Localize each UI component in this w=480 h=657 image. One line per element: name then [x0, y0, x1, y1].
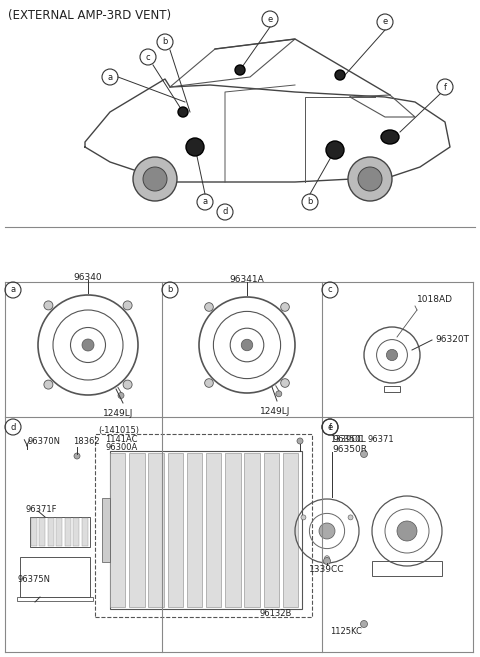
Text: 96370N: 96370N [27, 436, 60, 445]
Text: (-141015): (-141015) [98, 426, 139, 434]
Circle shape [44, 301, 53, 310]
Circle shape [82, 339, 94, 351]
Circle shape [143, 167, 167, 191]
Text: 96340: 96340 [74, 273, 102, 281]
Text: c: c [146, 53, 150, 62]
Circle shape [204, 303, 213, 311]
Circle shape [118, 392, 124, 399]
Text: 96132B: 96132B [260, 610, 292, 618]
Text: 96371F: 96371F [25, 505, 57, 514]
Circle shape [297, 438, 303, 444]
Bar [20, 557, 90, 597]
Bar [225, 453, 240, 607]
Text: d: d [222, 208, 228, 217]
Text: a: a [203, 198, 207, 206]
Text: 96350R: 96350R [332, 445, 367, 453]
Circle shape [133, 157, 177, 201]
Circle shape [360, 620, 368, 627]
Text: e: e [267, 14, 273, 24]
Text: 1141AC: 1141AC [105, 434, 137, 443]
Text: 96371: 96371 [367, 434, 394, 443]
Text: b: b [168, 286, 173, 294]
Text: 1339CC: 1339CC [309, 564, 345, 574]
Text: b: b [162, 37, 168, 47]
Bar [73, 518, 79, 546]
Circle shape [178, 107, 188, 117]
Circle shape [397, 521, 417, 541]
Text: 96375N: 96375N [18, 574, 51, 583]
Circle shape [348, 157, 392, 201]
Bar [39, 518, 45, 546]
Text: 18362: 18362 [73, 436, 100, 445]
Text: (EXTERNAL AMP-3RD VENT): (EXTERNAL AMP-3RD VENT) [8, 9, 171, 22]
Bar [48, 518, 54, 546]
Circle shape [123, 301, 132, 310]
Circle shape [186, 138, 204, 156]
Circle shape [301, 515, 306, 520]
Circle shape [360, 451, 368, 457]
Text: 1249LJ: 1249LJ [260, 407, 290, 415]
Circle shape [204, 378, 213, 388]
Ellipse shape [381, 130, 399, 144]
Text: f: f [444, 83, 446, 91]
Bar [372, 561, 442, 576]
Bar [31, 518, 36, 546]
Text: 96300A: 96300A [105, 443, 137, 453]
Circle shape [348, 515, 353, 520]
Text: d: d [10, 422, 16, 432]
Bar [206, 453, 221, 607]
Circle shape [324, 558, 331, 564]
Text: 96320T: 96320T [435, 336, 469, 344]
Circle shape [335, 70, 345, 80]
Text: 1249LJ: 1249LJ [103, 409, 133, 417]
Circle shape [319, 523, 335, 539]
Text: c: c [328, 286, 332, 294]
Text: 96341A: 96341A [229, 275, 264, 284]
Bar [264, 453, 279, 607]
Bar [110, 451, 302, 609]
Bar [102, 499, 110, 562]
Circle shape [326, 141, 344, 159]
Text: e: e [383, 18, 388, 26]
Circle shape [386, 350, 397, 361]
Circle shape [241, 339, 253, 351]
Bar [283, 453, 298, 607]
Circle shape [44, 380, 53, 389]
Text: a: a [108, 72, 113, 81]
Circle shape [281, 378, 289, 388]
Text: f: f [328, 422, 332, 432]
Circle shape [276, 391, 282, 397]
Bar [17, 597, 93, 601]
Bar [30, 517, 90, 547]
Bar [56, 518, 62, 546]
Bar [148, 453, 164, 607]
Bar [384, 386, 400, 392]
Text: 1018AD: 1018AD [417, 296, 453, 304]
Bar [168, 453, 183, 607]
Text: b: b [307, 198, 312, 206]
Circle shape [281, 303, 289, 311]
Text: a: a [11, 286, 15, 294]
Circle shape [74, 453, 80, 459]
Bar [110, 453, 125, 607]
Circle shape [123, 380, 132, 389]
Text: e: e [327, 422, 333, 432]
Bar [187, 453, 202, 607]
Bar [244, 453, 260, 607]
Text: 96350L: 96350L [332, 434, 366, 443]
Text: 1125KC: 1125KC [330, 627, 362, 637]
Circle shape [235, 65, 245, 75]
Bar [82, 518, 88, 546]
Bar [129, 453, 144, 607]
Text: 1339CC: 1339CC [330, 434, 363, 443]
Bar [65, 518, 71, 546]
Circle shape [324, 556, 329, 560]
Circle shape [358, 167, 382, 191]
